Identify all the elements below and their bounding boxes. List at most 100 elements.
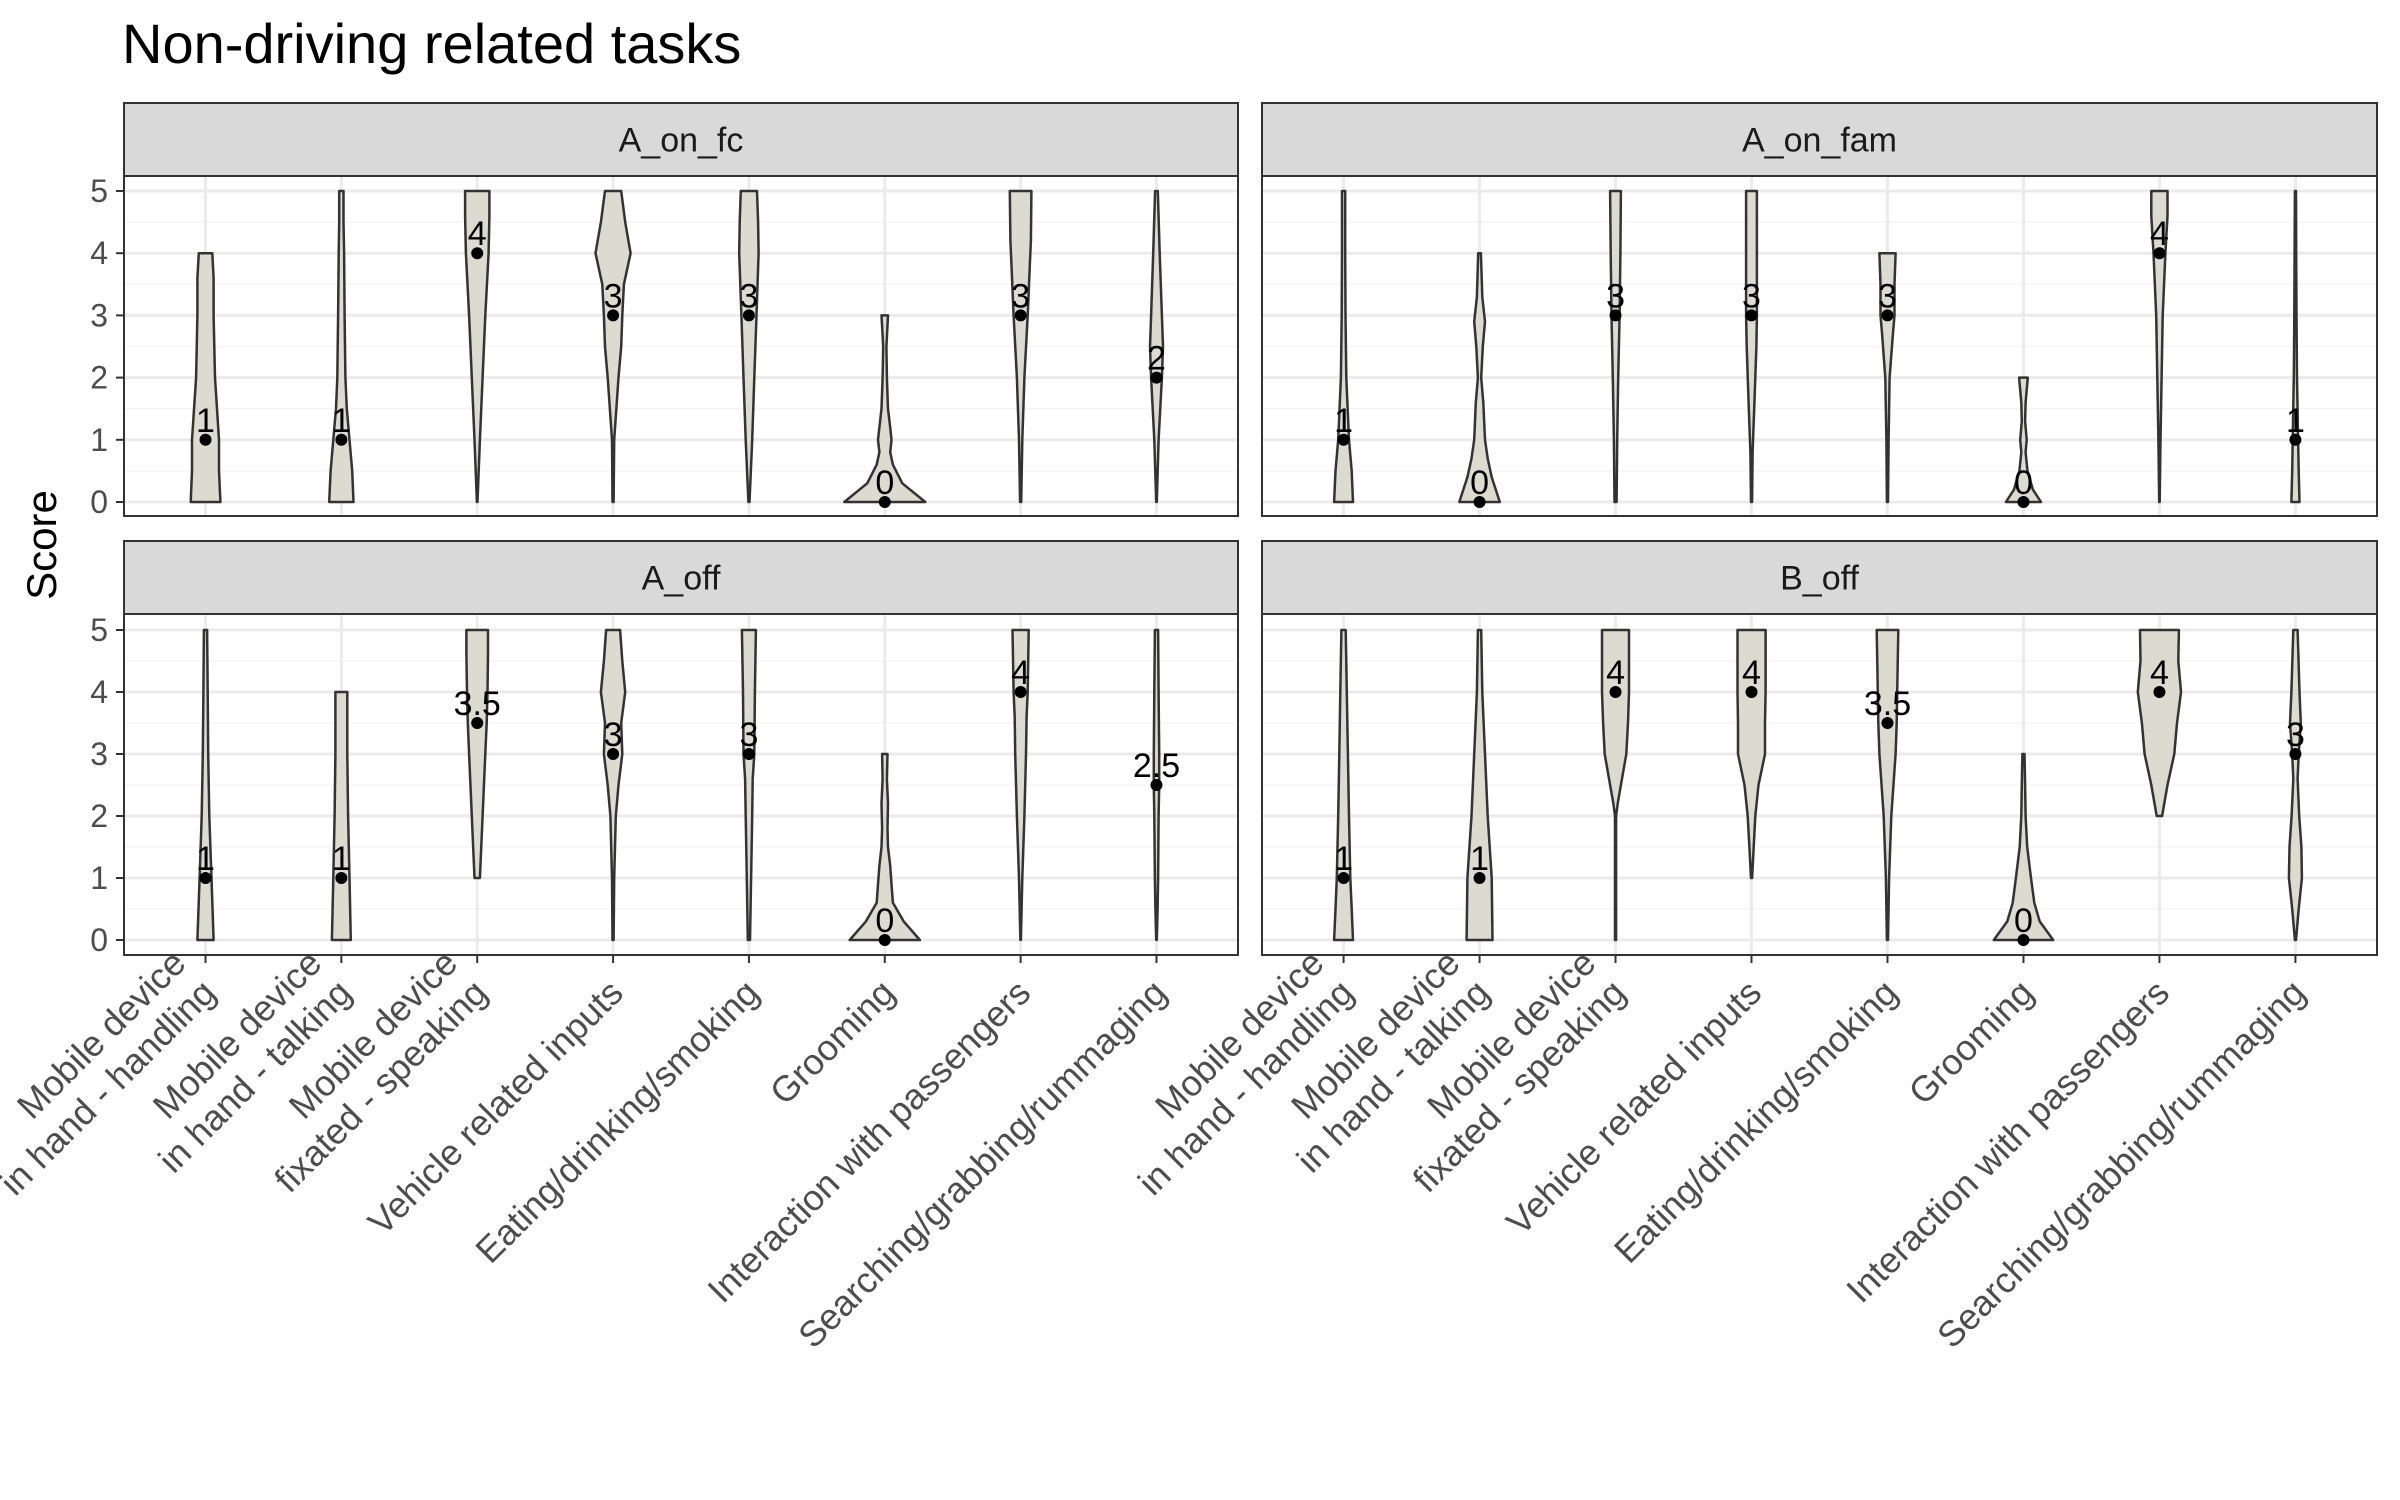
median-label: 1: [2286, 402, 2305, 440]
chart-title: Non-driving related tasks: [122, 12, 741, 75]
median-point: [1609, 686, 1622, 698]
median-point: [2017, 496, 2030, 508]
median-point: [1014, 309, 1027, 322]
y-tick-label: 0: [90, 922, 108, 958]
median-point: [1337, 433, 1350, 446]
y-tick-label: 1: [90, 860, 108, 896]
violin-shape: [2287, 628, 2304, 942]
violin-shape: [1332, 628, 1355, 942]
facet-strip: [1261, 540, 2378, 615]
median-label: 1: [332, 840, 351, 878]
median-point: [607, 748, 620, 760]
violin-shape: [1600, 628, 1631, 942]
median-point: [742, 748, 755, 760]
x-tick-label: Eating/drinking/smoking: [1606, 972, 1905, 1271]
median-label: 3: [739, 277, 758, 315]
y-tick-label: 4: [90, 674, 108, 710]
median-label: 4: [2150, 215, 2169, 253]
median-label: 3: [1606, 277, 1625, 315]
median-point: [1150, 371, 1163, 384]
median-point: [2289, 748, 2302, 760]
median-point: [1881, 717, 1894, 729]
violin-shape: [843, 314, 927, 504]
median-label: 0: [2014, 902, 2033, 940]
median-label: 4: [468, 215, 487, 253]
facet-panel: A_off 1 1 3.5 3 3 0 4 2.5 0 1 2 3 4 5: [90, 540, 1239, 958]
violin-shape: [1736, 628, 1767, 880]
median-point: [1881, 309, 1894, 322]
violin-shape: [2290, 189, 2301, 504]
facet-panel: A_on_fam 1 0 3 3 3 0 4 1: [1261, 102, 2378, 517]
median-point: [1473, 496, 1486, 508]
panel-border: [123, 175, 1239, 517]
median-point: [1150, 779, 1163, 791]
violin-shape: [594, 189, 632, 504]
violin-shape: [2004, 376, 2043, 504]
median-point: [878, 496, 891, 508]
median-point: [471, 247, 484, 260]
median-label: 0: [1470, 464, 1489, 502]
median-point: [2017, 934, 2030, 946]
violin-shape: [1744, 189, 1759, 504]
median-point: [2289, 433, 2302, 446]
panel-border: [123, 613, 1239, 956]
facet-strip-label: A_off: [642, 560, 721, 598]
median-label: 4: [1606, 654, 1625, 692]
median-label: 1: [332, 402, 351, 440]
x-tick-label: Grooming: [1900, 972, 2041, 1113]
median-label: 1: [196, 840, 215, 878]
median-label: 3: [1742, 277, 1761, 315]
violin-shape: [465, 628, 490, 880]
violin-shape: [327, 189, 355, 504]
y-tick-label: 5: [90, 612, 108, 648]
y-tick-label: 2: [90, 360, 108, 396]
median-point: [335, 433, 348, 446]
median-label: 1: [1470, 840, 1489, 878]
violin-shape: [1992, 752, 2055, 942]
median-point: [199, 433, 212, 446]
median-label: 2: [1147, 340, 1166, 378]
median-label: 4: [1011, 654, 1030, 692]
facet-panel: A_on_fc 1 1 4 3 3 0 3 2 0 1 2 3 4 5: [90, 102, 1239, 520]
median-point: [607, 309, 620, 322]
violin-shape: [2150, 189, 2169, 504]
violin-shape: [848, 752, 922, 942]
x-tick-label: Eating/drinking/smoking: [467, 972, 766, 1271]
violin-shape: [330, 690, 353, 942]
y-tick-label: 4: [90, 235, 108, 271]
y-tick-label: 3: [90, 736, 108, 772]
violin-shape: [189, 251, 222, 504]
violin-shape: [1875, 628, 1900, 942]
median-label: 3: [1011, 277, 1030, 315]
facet-strip-label: A_on_fam: [1742, 122, 1897, 160]
median-point: [1609, 309, 1622, 322]
median-point: [1745, 309, 1758, 322]
median-point: [742, 309, 755, 322]
y-tick-label: 3: [90, 297, 108, 333]
median-label: 1: [1334, 402, 1353, 440]
median-point: [1745, 686, 1758, 698]
violin-shape: [463, 189, 491, 504]
x-tick-label: Grooming: [762, 972, 903, 1113]
facet-strip: [1261, 102, 2378, 177]
median-label: 3.5: [454, 685, 501, 723]
median-label: 4: [1742, 654, 1761, 692]
median-point: [1337, 872, 1350, 884]
violin-shape: [1011, 628, 1030, 942]
median-label: 4: [2150, 654, 2169, 692]
median-label: 3: [2286, 716, 2305, 754]
violin-shape: [1608, 189, 1623, 504]
facet-panel: B_off 1 1 4 4 3.5 0 4 3: [1261, 540, 2378, 956]
median-label: 0: [2014, 464, 2033, 502]
violin-shape: [1008, 189, 1033, 504]
violin-shape: [1148, 189, 1165, 504]
panels-layer: A_on_fc 1 1 4 3 3 0 3 2 0 1 2 3 4 5 A_on_fam 1 0 3 3 3 0 4 1 A_o…: [90, 102, 2378, 958]
median-label: 2.5: [1133, 747, 1180, 785]
median-point: [471, 717, 484, 729]
facet-strip-label: A_on_fc: [619, 122, 744, 160]
violin-shape: [740, 628, 758, 942]
violin-shape: [1465, 628, 1494, 942]
y-tick-label: 5: [90, 173, 108, 209]
